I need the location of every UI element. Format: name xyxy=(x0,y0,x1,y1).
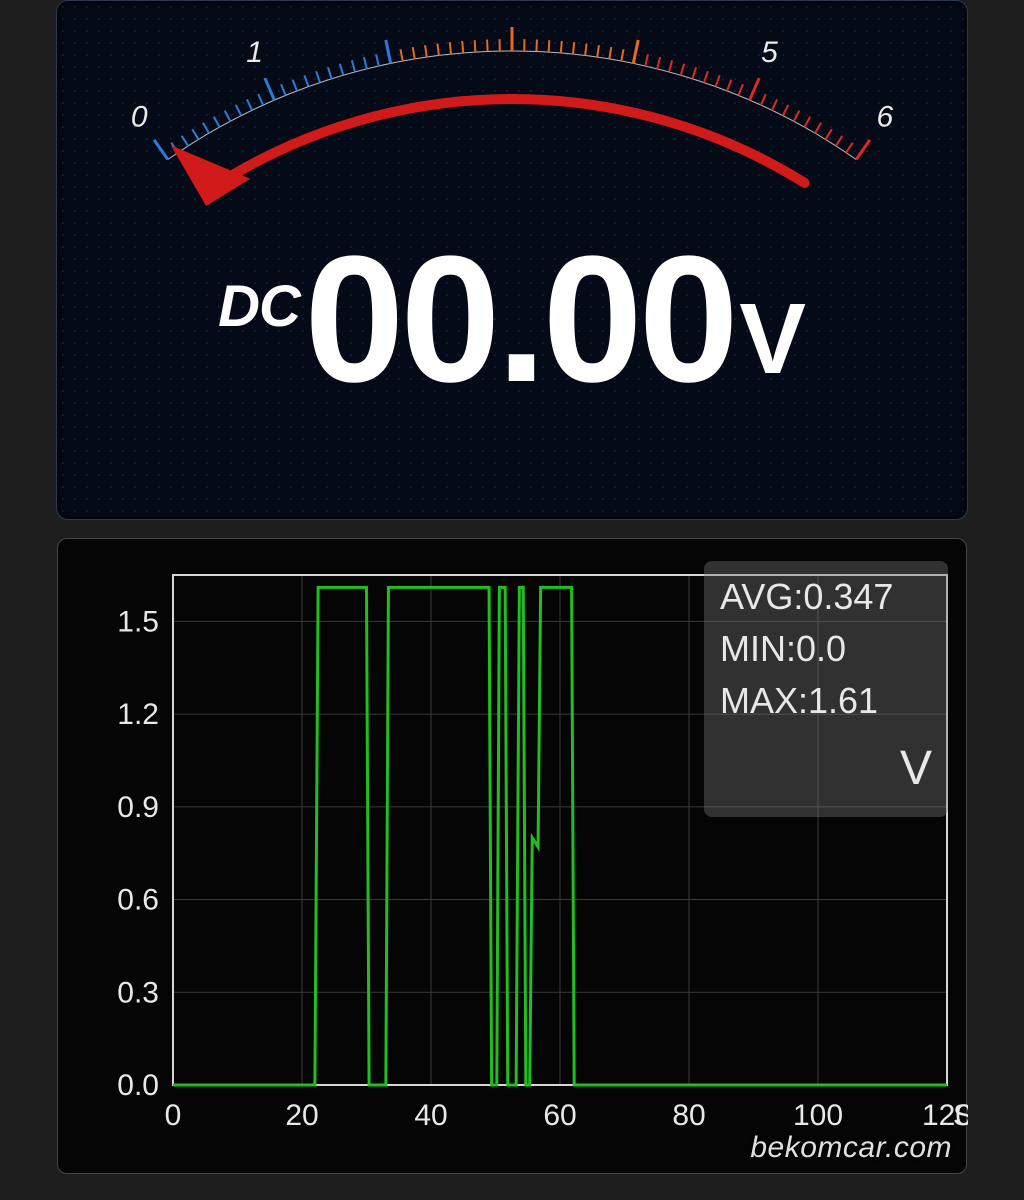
stat-unit: V xyxy=(720,734,932,804)
svg-text:5: 5 xyxy=(761,36,778,69)
readout-unit: V xyxy=(739,283,806,395)
svg-text:0.3: 0.3 xyxy=(117,976,159,1009)
svg-text:0.0: 0.0 xyxy=(117,1069,159,1102)
svg-text:1.2: 1.2 xyxy=(117,698,159,731)
svg-text:20: 20 xyxy=(285,1099,318,1132)
voltage-readout: DC 00.00 V xyxy=(57,216,967,423)
stat-max-value: 1.61 xyxy=(808,680,878,721)
stat-min-value: 0.0 xyxy=(796,628,846,669)
svg-text:40: 40 xyxy=(414,1099,447,1132)
svg-text:6: 6 xyxy=(876,100,893,133)
graph-panel: 020406080100120S0.00.30.60.91.21.5 AVG:0… xyxy=(57,538,967,1174)
svg-text:0: 0 xyxy=(165,1099,182,1132)
stat-avg: AVG:0.347 xyxy=(720,571,932,623)
svg-text:80: 80 xyxy=(672,1099,705,1132)
stats-overlay: AVG:0.347 MIN:0.0 MAX:1.61 V xyxy=(704,561,948,817)
stat-max: MAX:1.61 xyxy=(720,675,932,727)
svg-text:60: 60 xyxy=(543,1099,576,1132)
stat-avg-label: AVG: xyxy=(720,576,803,617)
svg-text:1: 1 xyxy=(246,36,263,69)
svg-text:1.5: 1.5 xyxy=(117,605,159,638)
svg-text:0: 0 xyxy=(131,100,148,133)
svg-text:0.9: 0.9 xyxy=(117,791,159,824)
stat-min-label: MIN: xyxy=(720,628,796,669)
watermark: bekomcar.com xyxy=(750,1131,952,1165)
svg-text:100: 100 xyxy=(793,1099,843,1132)
readout-value: 00.00 xyxy=(304,219,734,420)
svg-text:S: S xyxy=(953,1099,968,1132)
stat-avg-value: 0.347 xyxy=(803,576,893,617)
gauge-panel: 0 1 5 6 DC 00.00 V xyxy=(56,0,968,520)
stat-max-label: MAX: xyxy=(720,680,808,721)
stat-min: MIN:0.0 xyxy=(720,623,932,675)
svg-text:0.6: 0.6 xyxy=(117,884,159,917)
mode-label: DC xyxy=(218,274,300,339)
